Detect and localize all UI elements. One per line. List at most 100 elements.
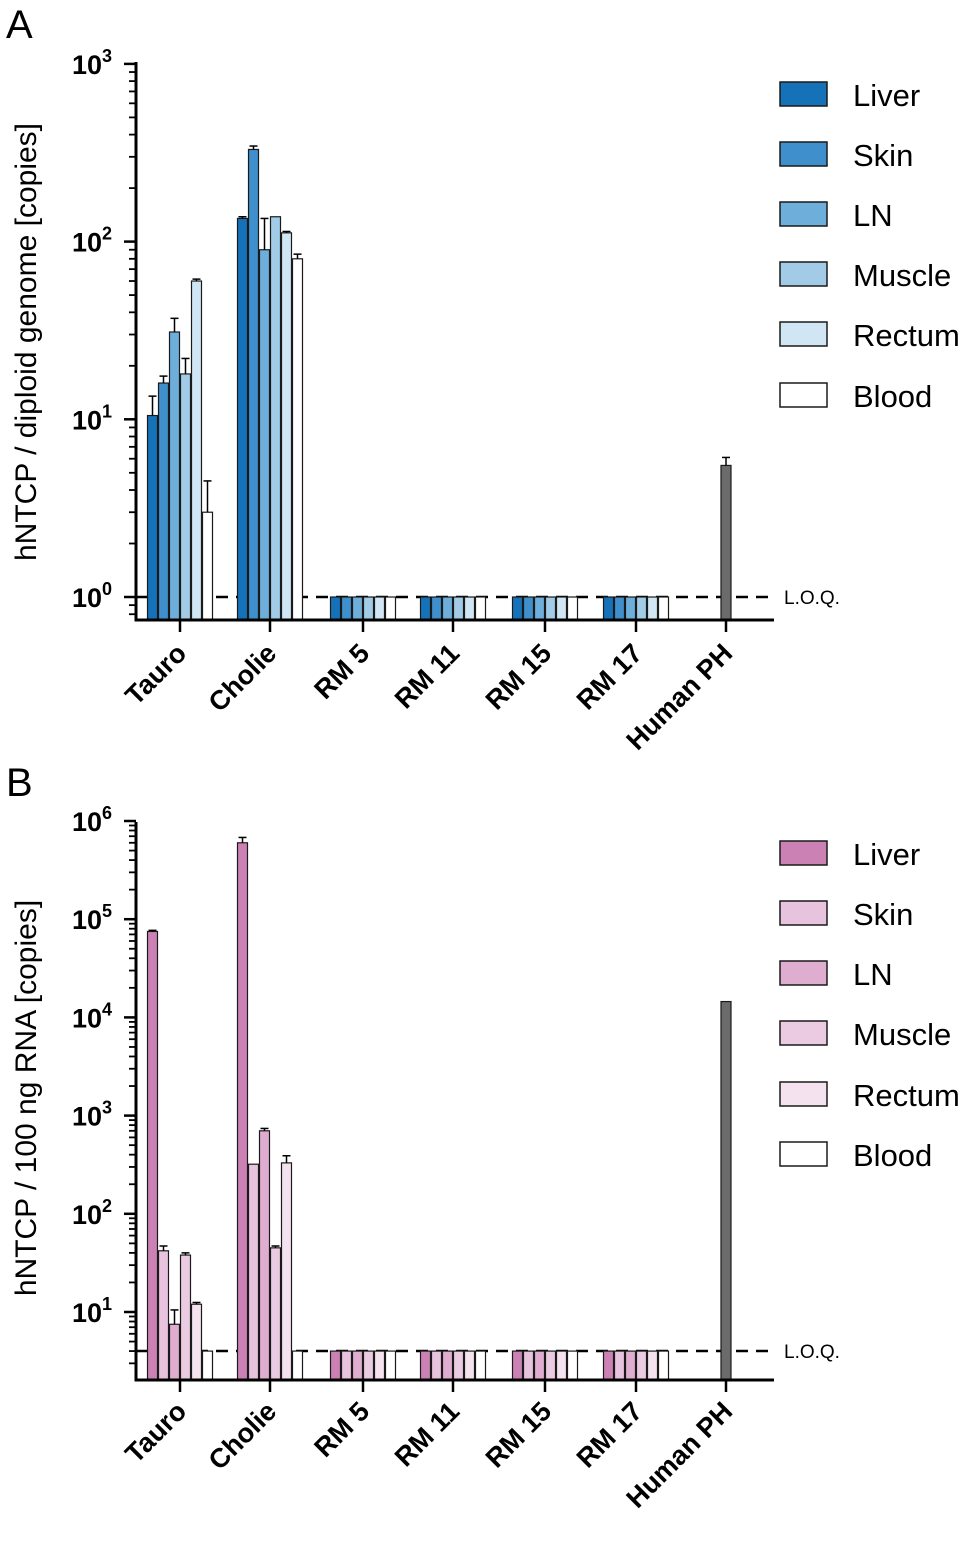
bar-ln-0	[168, 331, 181, 621]
bar-blood-4	[566, 596, 579, 621]
bar-ln-3	[441, 1350, 454, 1381]
bar-ln-5	[624, 1350, 637, 1381]
bar-muscle-0	[179, 1254, 192, 1381]
loq-label: L.O.Q.	[784, 588, 840, 609]
y-tick-base: 10	[72, 905, 102, 935]
bar-liver-0	[146, 414, 159, 621]
bar-liver-3	[419, 1350, 432, 1381]
legend-label-ln: LN	[853, 957, 893, 992]
legend-a: Liver Skin LN Muscle Rectum Blood	[779, 78, 960, 414]
bar-blood-4	[566, 1350, 579, 1381]
y-tick-label: 103	[72, 46, 112, 80]
bar-skin-0	[157, 1250, 170, 1381]
bar-ln-0	[168, 1323, 181, 1381]
bar-skin-1	[247, 148, 260, 621]
bar-skin-0	[157, 382, 170, 621]
bar-muscle-4	[544, 1350, 557, 1381]
loq-label: L.O.Q.	[784, 1342, 840, 1363]
legend-b: Liver Skin LN Muscle Rectum Blood	[779, 837, 960, 1173]
x-tick-label: Cholie	[203, 1396, 283, 1476]
bar-ln-1	[258, 249, 271, 621]
y-tick-label: 104	[72, 999, 112, 1033]
bar-ln-4	[533, 1350, 546, 1381]
bar-rectum-0	[190, 280, 203, 621]
bar-ln-1	[258, 1130, 271, 1381]
bar-rectum-3	[463, 1350, 476, 1381]
y-tick-label: 101	[72, 1294, 112, 1328]
legend-swatch-muscle	[779, 1020, 828, 1046]
legend-swatch-ln	[779, 201, 828, 227]
legend-label-rectum: Rectum	[853, 1078, 960, 1113]
bar-blood-1	[291, 258, 304, 621]
bar-skin-1	[247, 1163, 260, 1381]
bar-ln-2	[351, 596, 364, 621]
bar-muscle-4	[544, 596, 557, 621]
panel-letter-a: A	[6, 3, 33, 47]
bar-rectum-5	[646, 1350, 659, 1381]
bar-human-ph	[720, 1000, 732, 1381]
bar-liver-1	[236, 217, 249, 621]
legend-swatch-ln	[779, 960, 828, 986]
x-tick-label: Tauro	[119, 1396, 192, 1469]
bar-blood-0	[201, 511, 214, 621]
bar-rectum-0	[190, 1303, 203, 1381]
y-tick-exponent: 6	[102, 803, 112, 823]
y-tick-base: 10	[72, 228, 102, 258]
legend-swatch-rectum	[779, 321, 828, 347]
bar-blood-2	[384, 1350, 397, 1381]
y-tick-label: 105	[72, 901, 112, 935]
bar-skin-4	[522, 1350, 535, 1381]
legend-label-liver: Liver	[853, 78, 920, 113]
bar-liver-2	[329, 596, 342, 621]
bar-human-ph	[720, 464, 732, 621]
axes-a	[134, 62, 774, 622]
x-tick-label: RM 5	[308, 1396, 375, 1463]
bar-liver-5	[602, 1350, 615, 1381]
x-tick-label: RM 17	[571, 638, 648, 715]
y-tick-exponent: 1	[102, 1294, 112, 1314]
bar-muscle-3	[452, 596, 465, 621]
bar-muscle-1	[269, 1247, 282, 1381]
bar-blood-5	[657, 1350, 670, 1381]
x-tick-label: RM 15	[480, 1396, 557, 1473]
y-tick-base: 10	[72, 583, 102, 613]
x-tick-label: Tauro	[119, 638, 192, 711]
bar-rectum-2	[373, 1350, 386, 1381]
bar-muscle-2	[362, 1350, 375, 1381]
bar-blood-3	[474, 1350, 487, 1381]
bar-ln-3	[441, 596, 454, 621]
y-tick-exponent: 1	[102, 401, 112, 421]
bar-rectum-4	[555, 1350, 568, 1381]
bar-liver-5	[602, 596, 615, 621]
y-tick-exponent: 3	[102, 1098, 112, 1118]
x-tick-label: RM 11	[389, 638, 465, 714]
bar-blood-5	[657, 596, 670, 621]
bar-ln-2	[351, 1350, 364, 1381]
bar-blood-0	[201, 1350, 214, 1381]
y-tick-base: 10	[72, 1102, 102, 1132]
y-tick-base: 10	[72, 1003, 102, 1033]
bar-rectum-1	[280, 1162, 293, 1381]
bar-blood-1	[291, 1350, 304, 1381]
y-tick-label: 103	[72, 1098, 112, 1132]
y-tick-exponent: 5	[102, 901, 112, 921]
bar-muscle-5	[635, 1350, 648, 1381]
legend-label-skin: Skin	[853, 138, 913, 173]
bar-muscle-3	[452, 1350, 465, 1381]
y-tick-exponent: 2	[102, 1196, 112, 1216]
bar-liver-4	[511, 596, 524, 621]
bar-skin-5	[613, 1350, 626, 1381]
legend-label-ln: LN	[853, 198, 893, 233]
bar-muscle-5	[635, 596, 648, 621]
y-tick-base: 10	[72, 50, 102, 80]
legend-swatch-skin	[779, 141, 828, 167]
bar-skin-3	[430, 1350, 443, 1381]
bars-b	[146, 836, 732, 1381]
x-tick-label: RM 17	[571, 1396, 648, 1473]
legend-swatch-blood	[779, 382, 828, 408]
